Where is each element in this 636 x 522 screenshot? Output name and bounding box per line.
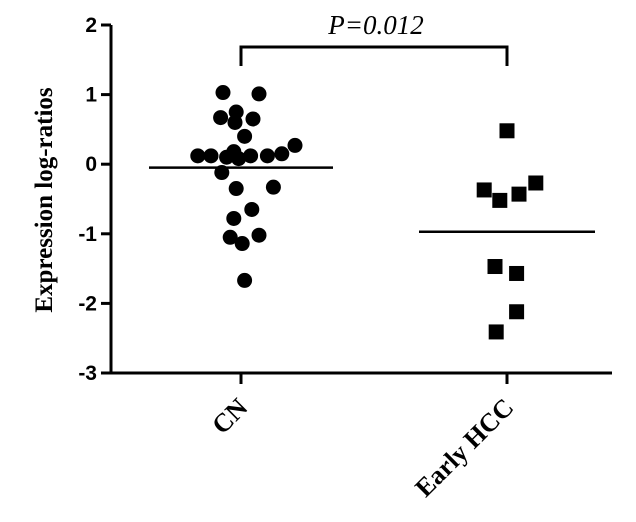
data-point-square bbox=[509, 265, 525, 281]
data-point-circle bbox=[222, 229, 238, 245]
data-point-square bbox=[511, 186, 527, 202]
x-axis: CN Early HCC bbox=[111, 371, 612, 503]
data-point-square bbox=[476, 182, 492, 198]
y-axis-title: Expression log-ratios bbox=[31, 87, 58, 313]
data-point-circle bbox=[215, 85, 231, 101]
data-point-circle bbox=[274, 146, 290, 162]
data-point-square bbox=[492, 192, 508, 208]
bracket-line bbox=[239, 45, 509, 66]
data-point-circle bbox=[203, 148, 219, 164]
data-point-circle bbox=[251, 227, 267, 243]
y-tick-label: 2 bbox=[85, 14, 97, 37]
p-value-label: P=0.012 bbox=[327, 10, 423, 40]
data-point-circle bbox=[228, 181, 244, 197]
y-tick-label: -2 bbox=[78, 292, 97, 315]
data-point-circle bbox=[265, 179, 281, 195]
data-point-circle bbox=[245, 111, 261, 127]
data-point-circle bbox=[226, 210, 242, 226]
mean-lines bbox=[149, 166, 595, 233]
data-point-circle bbox=[219, 149, 235, 165]
data-point-circle bbox=[243, 148, 259, 164]
data-point-circle bbox=[287, 137, 303, 153]
data-point-circle bbox=[237, 272, 253, 288]
data-point-circle bbox=[190, 148, 206, 164]
significance-bracket: P=0.012 bbox=[239, 10, 509, 66]
data-point-circle bbox=[244, 201, 260, 217]
data-point-circle bbox=[227, 114, 243, 130]
data-point-circle bbox=[234, 236, 250, 252]
data-point-circle bbox=[259, 148, 275, 164]
x-category-label: Early HCC bbox=[409, 393, 519, 503]
data-point-circle bbox=[231, 151, 247, 167]
data-points bbox=[190, 85, 544, 340]
y-tick-label: 0 bbox=[85, 153, 97, 176]
y-axis: -3 -2 -1 0 1 2 bbox=[78, 14, 113, 385]
data-point-circle bbox=[213, 110, 229, 126]
data-point-circle bbox=[251, 86, 267, 102]
data-point-square bbox=[509, 304, 525, 320]
y-tick-label: 1 bbox=[85, 84, 97, 107]
data-point-square bbox=[487, 259, 503, 275]
y-tick-label: -1 bbox=[78, 223, 97, 246]
data-point-circle bbox=[237, 128, 253, 144]
data-point-square bbox=[488, 324, 504, 340]
y-tick-label: -3 bbox=[78, 362, 97, 385]
data-point-square bbox=[499, 123, 515, 139]
x-category-label: CN bbox=[206, 393, 253, 440]
data-point-square bbox=[528, 175, 544, 191]
